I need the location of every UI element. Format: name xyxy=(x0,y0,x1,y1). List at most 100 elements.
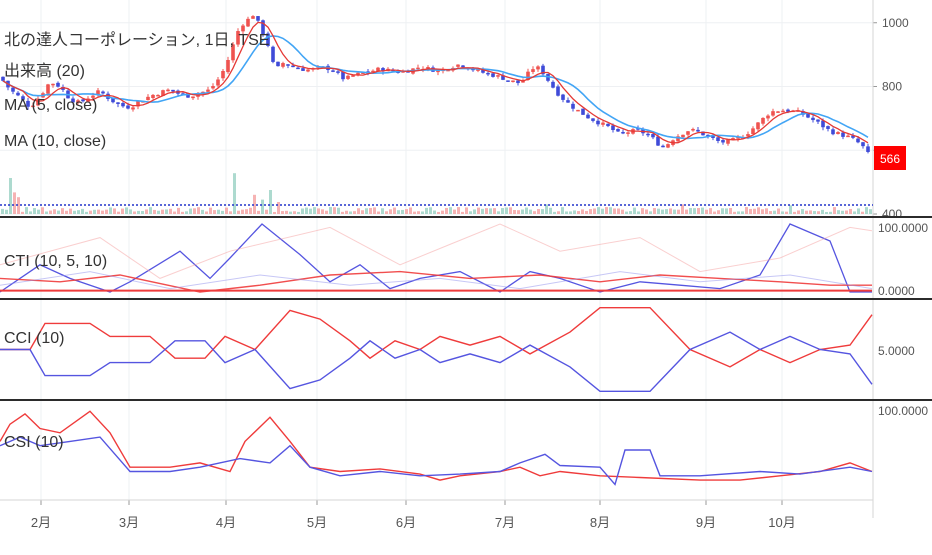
candle xyxy=(501,72,505,81)
volume-bar xyxy=(77,210,80,214)
volume-bar xyxy=(165,209,168,214)
volume-bar xyxy=(681,204,684,214)
volume-bar xyxy=(277,202,280,214)
legend-cti: CTI (10, 5, 10) xyxy=(4,253,107,270)
candle xyxy=(331,69,335,73)
price-axis[interactable]: 1000800600400100.00000.00005.0000100.000… xyxy=(873,16,928,418)
candle xyxy=(221,68,225,81)
volume-bar xyxy=(341,211,344,214)
candle xyxy=(766,114,770,122)
volume-bar xyxy=(661,209,664,214)
candle xyxy=(536,65,540,72)
volume-bar xyxy=(293,211,296,214)
volume-bar xyxy=(705,209,708,214)
volume-bar xyxy=(285,210,288,214)
volume-bar xyxy=(473,209,476,214)
volume-bar xyxy=(69,208,72,214)
osc-line-blue xyxy=(0,436,873,486)
legend-csi: CSI (10) xyxy=(4,434,64,451)
price-tag: 566 xyxy=(874,146,906,170)
volume-bar xyxy=(749,208,752,214)
candle xyxy=(826,125,830,132)
volume-bar xyxy=(129,209,132,214)
candle xyxy=(731,137,735,140)
osc-line-blue xyxy=(0,331,873,392)
time-tick-label: 8月 xyxy=(590,515,610,530)
candle xyxy=(866,143,870,154)
volume-bar xyxy=(813,211,816,214)
volume-bar xyxy=(761,209,764,214)
cci-panel-lines xyxy=(0,307,873,392)
volume-bar xyxy=(61,208,64,214)
volume-bar xyxy=(521,209,524,214)
candle xyxy=(51,83,55,88)
volume-bar xyxy=(753,208,756,214)
volume-bar xyxy=(161,209,164,214)
volume-bar xyxy=(757,207,760,214)
volume-bar xyxy=(321,209,324,214)
volume-bar xyxy=(509,207,512,214)
candle xyxy=(251,15,255,19)
volume-bar xyxy=(205,211,208,214)
time-axis[interactable]: 2月 3月 4月 5月 6月 7月 8月 9月 10月 xyxy=(31,500,796,530)
candle xyxy=(751,126,755,135)
volume-bar xyxy=(821,209,824,214)
volume-bar xyxy=(289,211,292,214)
legend-ma5: MA (5, close) xyxy=(4,97,97,114)
candle xyxy=(256,15,260,22)
candle xyxy=(551,80,555,89)
volume-bar xyxy=(517,210,520,214)
candle xyxy=(581,108,585,115)
candle xyxy=(31,102,35,108)
volume-bar xyxy=(429,207,432,214)
volume-bar xyxy=(89,210,92,214)
volume-bar xyxy=(21,211,24,214)
volume-bar xyxy=(213,210,216,214)
candle xyxy=(226,56,230,74)
volume-bar xyxy=(505,207,508,214)
volume-bar xyxy=(553,211,556,214)
candle xyxy=(566,97,570,103)
volume-bar xyxy=(869,209,872,214)
volume-bar xyxy=(797,210,800,214)
volume-bar xyxy=(853,211,856,214)
candle xyxy=(576,109,580,112)
volume-bar xyxy=(565,211,568,214)
volume-bar xyxy=(589,209,592,214)
candle xyxy=(761,117,765,126)
volume-bar xyxy=(373,207,376,214)
volume-bar xyxy=(353,211,356,214)
volume-bar xyxy=(201,209,204,214)
volume-bar xyxy=(25,207,28,214)
candle xyxy=(16,91,20,97)
volume-bar xyxy=(421,211,424,214)
volume-bar xyxy=(601,208,604,214)
volume-bar xyxy=(557,211,560,214)
volume-bar xyxy=(485,208,488,214)
volume-bar xyxy=(137,210,140,214)
volume-bar xyxy=(529,209,532,214)
candle xyxy=(596,118,600,127)
volume-bar xyxy=(329,207,332,214)
volume-bar xyxy=(697,208,700,214)
volume-bar xyxy=(833,207,836,214)
volume-bar xyxy=(677,209,680,214)
volume-bar xyxy=(357,208,360,214)
volume-bar xyxy=(425,207,428,214)
volume-bar xyxy=(233,173,236,214)
time-tick-label: 10月 xyxy=(768,515,795,530)
osc-tick-label: 5.0000 xyxy=(878,344,915,358)
candle xyxy=(606,123,610,128)
candle xyxy=(211,83,215,90)
grid-layer xyxy=(0,0,873,500)
volume-bar xyxy=(845,210,848,214)
volume-bar xyxy=(665,209,668,214)
volume-bar xyxy=(541,209,544,214)
volume-bar xyxy=(209,207,212,214)
separators xyxy=(0,0,932,518)
candle xyxy=(771,108,775,117)
volume-bar xyxy=(489,208,492,214)
candle xyxy=(531,66,535,75)
